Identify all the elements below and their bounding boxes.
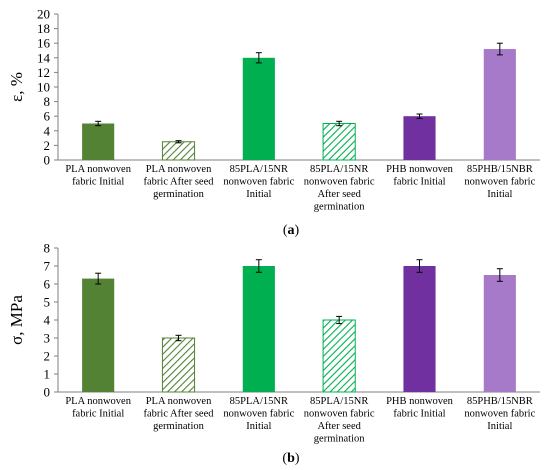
y-tick-label: 6 bbox=[44, 109, 51, 124]
bar bbox=[242, 57, 275, 160]
x-tick-label: 85PLA/15NR nonwoven fabric Initial bbox=[223, 396, 294, 432]
x-tick-label: 85PHB/15NBR nonwoven fabric Initial bbox=[464, 396, 535, 432]
bar bbox=[82, 123, 115, 160]
bar bbox=[82, 278, 115, 392]
x-tick-label: 85PLA/15NR nonwoven fabric Initial bbox=[223, 164, 294, 200]
y-tick-label: 12 bbox=[37, 65, 50, 80]
x-tick-label: PLA nonwoven fabric After seed germination bbox=[144, 396, 215, 432]
y-tick-label: 14 bbox=[37, 50, 51, 65]
x-tick-label: 85PLA/15NR nonwoven fabric After seed germi… bbox=[304, 164, 375, 213]
bar bbox=[161, 141, 196, 161]
y-tick-label: 0 bbox=[44, 153, 51, 168]
y-tick-label: 4 bbox=[44, 123, 51, 138]
x-tick-label: PHB nonwoven fabric Initial bbox=[386, 164, 454, 188]
y-tick-label: 16 bbox=[37, 36, 51, 51]
y-tick-label: 3 bbox=[44, 331, 51, 346]
x-tick-label: PLA nonwoven fabric Initial bbox=[65, 164, 131, 188]
panel-label: (a) bbox=[283, 223, 300, 238]
y-tick-label: 18 bbox=[37, 21, 50, 36]
y-axis-label: ε, % bbox=[7, 72, 26, 102]
x-tick-label: 85PHB/15NBR nonwoven fabric Initial bbox=[464, 164, 535, 200]
y-tick-label: 6 bbox=[44, 277, 51, 292]
bar bbox=[483, 49, 516, 160]
panel-label: (b) bbox=[282, 451, 299, 466]
y-tick-label: 2 bbox=[44, 138, 51, 153]
x-tick-label: 85PLA/15NR nonwoven fabric After seed germi… bbox=[304, 396, 375, 445]
x-tick-label: PLA nonwoven fabric After seed germination bbox=[144, 164, 215, 200]
bar bbox=[322, 123, 356, 161]
y-tick-label: 2 bbox=[44, 349, 51, 364]
y-tick-label: 5 bbox=[44, 295, 51, 310]
y-tick-label: 8 bbox=[44, 94, 51, 109]
bar bbox=[322, 319, 356, 393]
y-tick-label: 7 bbox=[44, 259, 51, 274]
bar bbox=[161, 337, 196, 393]
bar bbox=[483, 275, 516, 392]
y-axis-label: σ, MPa bbox=[7, 295, 26, 345]
bar bbox=[403, 116, 436, 160]
chart-b: 0 1 2 3 4 5 6 7 8 σ, MPa PLA nonwoven fabric Initia… bbox=[7, 241, 540, 466]
y-tick-label: 10 bbox=[37, 80, 50, 95]
y-tick-label: 20 bbox=[37, 7, 50, 22]
x-tick-label: PHB nonwoven fabric Initial bbox=[386, 396, 454, 420]
y-tick-label: 8 bbox=[44, 241, 51, 256]
bar bbox=[242, 266, 275, 392]
bar bbox=[403, 266, 436, 392]
y-tick-label: 4 bbox=[44, 313, 51, 328]
y-tick-label: 0 bbox=[44, 385, 51, 400]
x-tick-label: PLA nonwoven fabric Initial bbox=[65, 396, 131, 420]
y-tick-label: 1 bbox=[44, 367, 51, 382]
